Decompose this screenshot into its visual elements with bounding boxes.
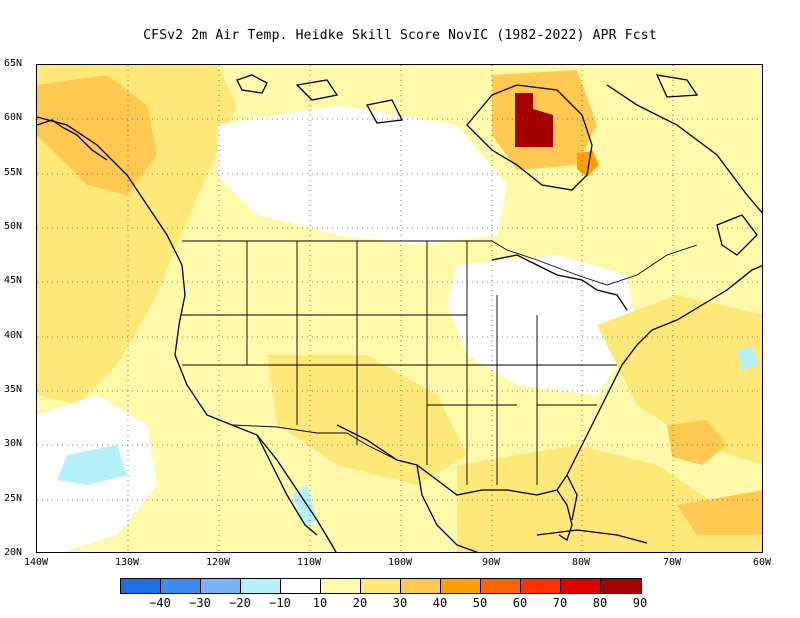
mexico-gulf-coast: [416, 464, 479, 552]
colorbar-tick-label: 30: [392, 596, 408, 610]
colorbar-tick-label: 40: [432, 596, 448, 610]
lat-label-45n: 45N: [4, 275, 23, 286]
colorbar: [120, 578, 642, 594]
graticule: [37, 65, 762, 552]
map-title: CFSv2 2m Air Temp. Heidke Skill Score No…: [143, 28, 657, 43]
skill-zone-james-bay: [577, 151, 599, 177]
lat-label-25n: 25N: [4, 493, 23, 504]
skill-zone-canada-white: [217, 105, 507, 245]
lon-label-90w: 90W: [481, 557, 501, 568]
colorbar-tick-label: 60: [512, 596, 528, 610]
skill-shading: [37, 65, 762, 552]
baja-peninsula: [256, 434, 318, 536]
atlantic-coast: [566, 265, 762, 476]
colorbar-tick-label: 70: [552, 596, 568, 610]
colorbar-tick-label: 90: [632, 596, 648, 610]
lat-label-40n: 40N: [4, 330, 23, 341]
lon-label-100w: 100W: [387, 557, 413, 568]
skill-score-map: [37, 65, 762, 552]
colorbar-swatch: [201, 579, 241, 593]
lon-label-120w: 120W: [205, 557, 231, 568]
colorbar-tick-label: 50: [472, 596, 488, 610]
colorbar-tick-label: 10: [312, 596, 328, 610]
lat-label-55n: 55N: [4, 167, 23, 178]
skill-zone-neg-atlantic: [737, 347, 759, 370]
pacific-coast: [37, 116, 337, 552]
lat-label-35n: 35N: [4, 384, 23, 395]
florida: [556, 489, 573, 541]
skill-zone-midwest-white: [447, 255, 637, 395]
colorbar-swatch: [401, 579, 441, 593]
arctic-islands-2: [295, 79, 339, 101]
colorbar-swatch: [441, 579, 481, 593]
hudson-bay: [466, 84, 593, 191]
colorbar-swatch: [521, 579, 561, 593]
colorbar-swatch: [241, 579, 281, 593]
skill-zone-neg-gulfcal: [292, 485, 317, 527]
colorbar-tick-label: 80: [592, 596, 608, 610]
map-plot-area: [36, 64, 763, 553]
lon-label-70w: 70W: [662, 557, 682, 568]
skill-zone-neg-pacific: [57, 445, 127, 485]
coastlines: [37, 74, 762, 552]
labrador-coast: [606, 84, 762, 214]
skill-zone-hudson-peak: [515, 93, 553, 147]
colorbar-swatch: [161, 579, 201, 593]
state-borders: [182, 240, 698, 485]
colorbar-swatch: [481, 579, 521, 593]
lon-label-140w: 140W: [23, 557, 49, 568]
lat-label-50n: 50N: [4, 221, 23, 232]
skill-zone-southwest: [267, 355, 467, 485]
colorbar-swatch: [561, 579, 601, 593]
us-mexico-border: [231, 424, 398, 461]
colorbar-tick-label: −30: [189, 596, 211, 610]
colorbar-tick-label: −20: [229, 596, 251, 610]
skill-zone-alaska-coast: [37, 75, 157, 195]
newfoundland: [716, 214, 758, 256]
us-canada-border: [182, 240, 698, 286]
cuba: [536, 529, 648, 544]
lon-label-110w: 110W: [296, 557, 322, 568]
arctic-islands-1: [236, 74, 268, 94]
colorbar-tick-label: −40: [149, 596, 171, 610]
lon-label-80w: 80W: [571, 557, 591, 568]
skill-zone-gulf: [457, 445, 762, 552]
alaska-islands: [37, 119, 108, 161]
lat-label-60n: 60N: [4, 112, 23, 123]
arctic-islands-4: [655, 74, 699, 98]
colorbar-swatch: [601, 579, 641, 593]
arctic-islands-3: [365, 99, 403, 124]
skill-zone-atlantic-hot: [667, 420, 727, 465]
colorbar-swatch: [281, 579, 321, 593]
great-lakes: [491, 254, 628, 311]
colorbar-swatch: [121, 579, 161, 593]
colorbar-swatch: [361, 579, 401, 593]
lat-label-20n: 20N: [4, 547, 23, 558]
lat-label-65n: 65N: [4, 58, 23, 69]
lon-label-60w: 60W: [752, 557, 772, 568]
skill-zone-caribbean: [677, 490, 762, 535]
lat-label-30n: 30N: [4, 438, 23, 449]
lon-label-130w: 130W: [114, 557, 140, 568]
colorbar-tick-label: −10: [269, 596, 291, 610]
colorbar-swatch: [321, 579, 361, 593]
skill-zone-atlantic: [597, 295, 762, 465]
colorbar-tick-label: 20: [352, 596, 368, 610]
